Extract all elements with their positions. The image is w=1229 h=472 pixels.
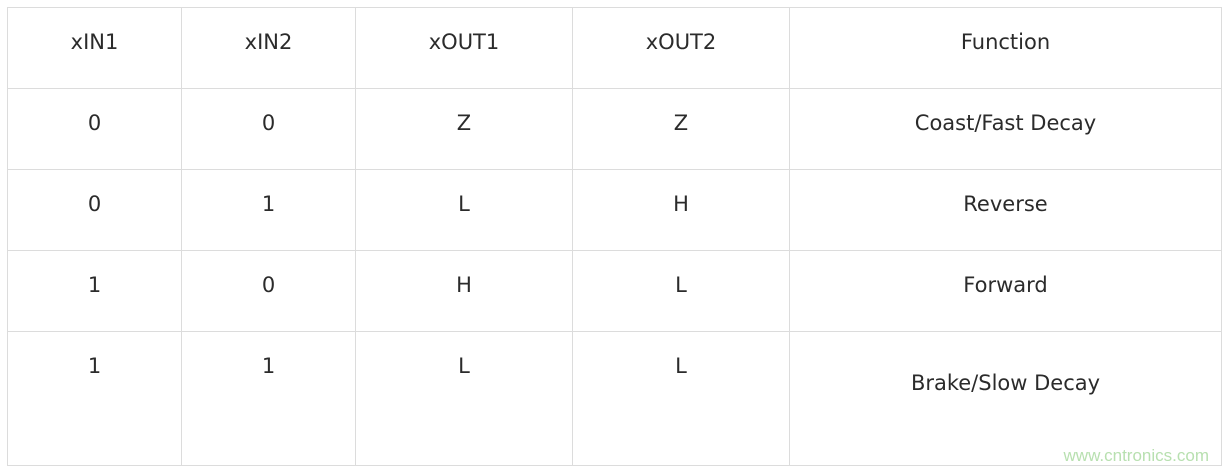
cell-text: Brake/Slow Decay [910,370,1101,395]
cell: 1 [7,331,182,466]
cell-text: L [458,192,470,216]
cell-text: L [458,354,470,378]
table-row: 0 1 L H Reverse [7,169,1222,251]
header-text: xIN1 [70,30,119,54]
cell-text: H [673,192,689,216]
cell-text: 0 [87,192,102,216]
cell: L [572,331,790,466]
cell: Forward [789,250,1222,332]
cell: 0 [181,250,356,332]
table-row: 0 0 Z Z Coast/Fast Decay [7,88,1222,170]
cell-text: H [456,273,472,297]
cell: 0 [7,88,182,170]
cell: 1 [181,169,356,251]
cell: L [572,250,790,332]
header-text: xOUT1 [428,30,500,54]
header-row: xIN1 xIN2 xOUT1 xOUT2 Function [7,7,1222,89]
cell: 0 [7,169,182,251]
watermark: www.cntronics.com [1063,446,1209,465]
cell-text: 1 [261,192,276,216]
cell-text: Forward [963,273,1048,297]
cell: 1 [181,331,356,466]
cell: Brake/Slow Decay [789,331,1222,466]
cell: L [355,169,573,251]
table-row: 1 1 L L Brake/Slow Decay [7,331,1222,466]
cell: 1 [7,250,182,332]
cell: Coast/Fast Decay [789,88,1222,170]
header-text: xOUT2 [645,30,717,54]
table-row: 1 0 H L Forward [7,250,1222,332]
header-text: Function [960,30,1051,54]
header-cell: xIN1 [7,7,182,89]
cell-text: Z [456,111,472,135]
cell-text: 0 [87,111,102,135]
cell-text: 0 [261,111,276,135]
cell-text: 0 [261,273,276,297]
cell: Z [355,88,573,170]
cell-text: 1 [87,354,102,378]
cell-text: Z [673,111,689,135]
header-cell: xIN2 [181,7,356,89]
truth-table: xIN1 xIN2 xOUT1 xOUT2 Function 0 0 Z Z C… [7,7,1222,466]
cell-text: L [675,273,687,297]
cell: Reverse [789,169,1222,251]
header-cell: xOUT2 [572,7,790,89]
cell-text: 1 [261,354,276,378]
header-cell: xOUT1 [355,7,573,89]
header-cell: Function [789,7,1222,89]
cell: H [355,250,573,332]
cell-text: 1 [87,273,102,297]
header-text: xIN2 [244,30,293,54]
cell: L [355,331,573,466]
cell-text: Reverse [963,192,1048,216]
cell: H [572,169,790,251]
cell-text: Coast/Fast Decay [914,111,1097,135]
cell: 0 [181,88,356,170]
cell: Z [572,88,790,170]
cell-text: L [675,354,687,378]
